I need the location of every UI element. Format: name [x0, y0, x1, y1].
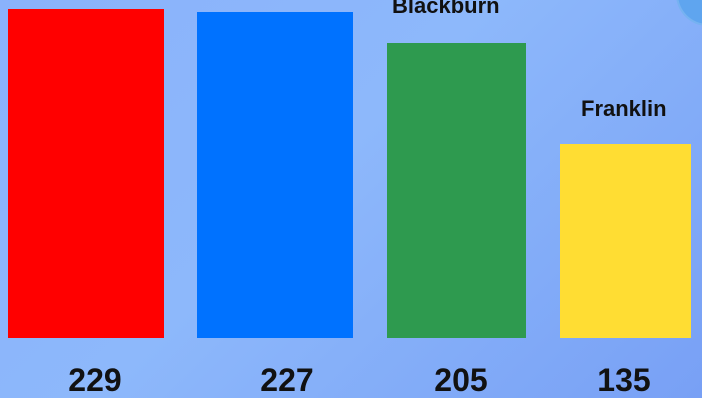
value-label: 135 — [597, 362, 651, 398]
value-label: 227 — [260, 362, 314, 398]
category-label-franklin: Franklin — [581, 96, 667, 121]
value-label: 229 — [68, 362, 122, 398]
value-label: 205 — [434, 362, 488, 398]
bar-blackburn — [387, 43, 526, 338]
bar-darwin — [197, 12, 353, 338]
bar-franklin — [560, 144, 691, 338]
bar-first — [8, 9, 164, 338]
corner-decoration-circle — [676, 0, 702, 26]
category-label-blackburn: Blackburn — [392, 0, 500, 18]
